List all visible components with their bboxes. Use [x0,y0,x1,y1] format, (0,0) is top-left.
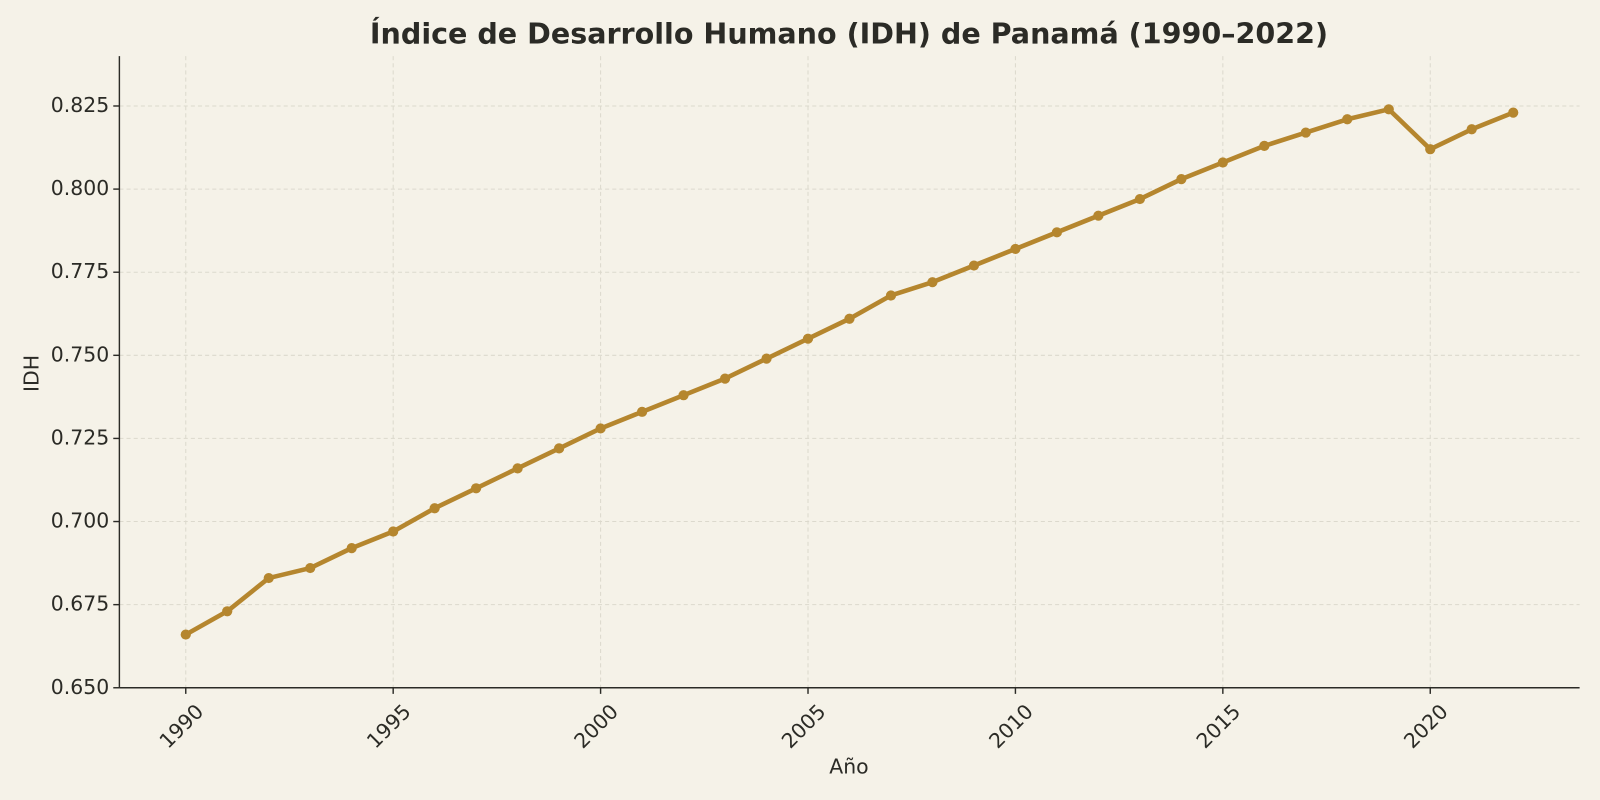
data-point [1508,107,1519,118]
data-point [1342,114,1353,125]
data-point [305,562,316,574]
data-point [388,526,399,537]
data-point [512,463,523,474]
y-axis-label: IDH [20,355,44,392]
y-tick-label: 0.825 [51,93,109,117]
y-tick-label: 0.775 [51,259,109,283]
y-tick-label: 0.725 [51,425,109,449]
data-point [802,333,814,344]
data-point [1051,227,1063,238]
data-point [180,629,191,640]
y-tick-label: 0.650 [51,675,109,699]
y-tick-label: 0.800 [51,176,109,200]
data-point [719,373,731,384]
data-point [471,483,482,494]
data-point [1259,140,1270,151]
chart-title: Índice de Desarrollo Humano (IDH) de Pan… [370,17,1328,51]
data-point [636,406,648,417]
data-point [1425,144,1436,155]
x-axis-label: Año [829,754,868,778]
data-point [595,423,606,434]
y-tick-label: 0.700 [51,509,109,533]
data-point [885,290,897,301]
data-point [1093,210,1104,221]
data-point [1134,193,1145,205]
y-tick-label: 0.750 [51,342,109,366]
data-point [761,353,772,364]
data-point [927,277,938,288]
data-point [1217,157,1228,168]
data-point [1383,104,1394,115]
data-point [263,572,274,584]
data-point [554,443,565,454]
data-point [844,313,855,324]
data-point [222,606,233,617]
data-point [968,260,980,271]
plot [180,104,1519,640]
data-point [1010,243,1021,255]
y-tick-label: 0.675 [51,592,109,616]
data-point [1176,174,1187,185]
data-point [429,503,440,514]
data-point [678,390,689,401]
data-point [346,543,357,554]
data-point [1466,124,1477,135]
data-point [1300,127,1311,138]
